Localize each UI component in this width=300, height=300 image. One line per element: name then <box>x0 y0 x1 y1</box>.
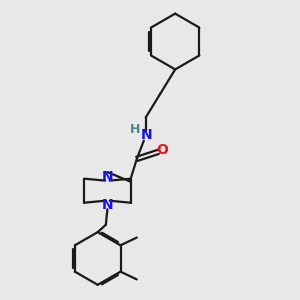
Text: O: O <box>156 143 168 158</box>
Text: N: N <box>141 128 153 142</box>
Text: H: H <box>130 123 140 136</box>
Text: N: N <box>102 198 113 212</box>
Text: N: N <box>102 170 113 184</box>
